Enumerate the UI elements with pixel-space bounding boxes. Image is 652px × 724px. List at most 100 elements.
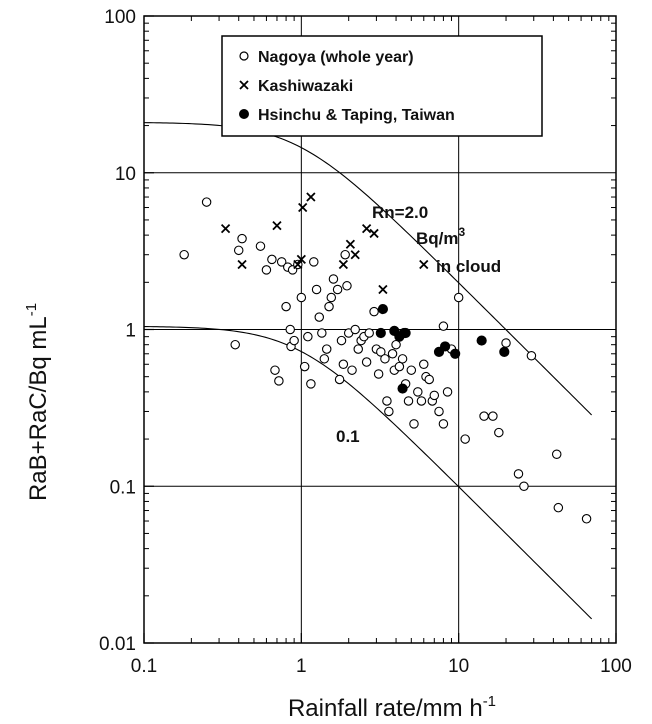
- point-kashiwazaki: [298, 202, 308, 213]
- point-nagoya: [179, 249, 189, 260]
- point-nagoya: [526, 351, 537, 361]
- point-nagoya: [201, 197, 212, 207]
- point-kashiwazaki: [361, 224, 372, 234]
- x-axis-title: Rainfall rate/mm h-1: [288, 693, 496, 722]
- point-nagoya: [406, 365, 417, 375]
- point-nagoya: [270, 365, 280, 375]
- point-nagoya: [342, 281, 352, 291]
- point-nagoya: [494, 427, 504, 438]
- point-nagoya: [369, 306, 379, 317]
- legend-marker-x: [239, 80, 249, 90]
- legend-box: [221, 35, 543, 137]
- point-nagoya: [409, 419, 419, 429]
- point-nagoya: [453, 292, 464, 303]
- point-nagoya: [413, 387, 423, 397]
- point-kashiwazaki: [338, 259, 349, 270]
- point-nagoya: [296, 292, 307, 303]
- y-tick-label: 1: [125, 321, 136, 342]
- point-nagoya: [267, 254, 277, 265]
- point-nagoya: [276, 257, 287, 267]
- x-tick-label: 1: [296, 656, 307, 677]
- point-kashiwazaki: [220, 224, 231, 234]
- legend-label-taiwan: Hsinchu & Taping, Taiwan: [258, 107, 455, 124]
- point-nagoya: [442, 387, 453, 397]
- legend: Nagoya (whole year) Kashiwazaki Hsinchu …: [221, 35, 543, 137]
- point-nagoya: [394, 361, 405, 372]
- point-nagoya: [361, 357, 372, 367]
- point-nagoya: [479, 411, 489, 421]
- y-axis-title: RaB+RaC/Bq mL-1: [23, 303, 52, 501]
- point-nagoya: [376, 347, 386, 357]
- point-nagoya: [314, 312, 325, 322]
- point-kashiwazaki: [369, 228, 379, 239]
- point-nagoya: [334, 374, 345, 385]
- point-nagoya: [429, 390, 440, 401]
- model-curves: [143, 122, 593, 620]
- data-points: [179, 192, 592, 524]
- point-nagoya: [237, 233, 247, 244]
- point-nagoya: [255, 241, 266, 251]
- point-nagoya: [309, 257, 319, 267]
- point-kashiwazaki: [306, 192, 316, 202]
- point-nagoya: [397, 354, 408, 364]
- annotation-units: Bq/m3: [416, 225, 466, 248]
- point-nagoya: [230, 339, 240, 350]
- annotation-lower-curve: 0.1: [336, 427, 360, 446]
- point-kashiwazaki: [293, 259, 303, 270]
- legend-label-nagoya: Nagoya (whole year): [258, 49, 414, 66]
- point-taiwan: [450, 348, 461, 359]
- point-kashiwazaki: [345, 239, 356, 249]
- x-tick-label: 0.1: [131, 656, 157, 677]
- point-nagoya: [321, 344, 332, 354]
- point-kashiwazaki: [272, 220, 282, 231]
- point-nagoya: [319, 354, 330, 364]
- legend-marker-open-circle: [239, 51, 249, 61]
- point-nagoya: [338, 359, 349, 370]
- point-nagoya: [373, 369, 384, 379]
- y-tick-label: 100: [104, 7, 136, 28]
- point-nagoya: [303, 331, 313, 342]
- annotation-rn-value: Rn=2.0: [372, 203, 428, 222]
- point-nagoya: [328, 274, 339, 284]
- point-nagoya: [336, 335, 347, 346]
- y-tick-label: 10: [115, 164, 136, 185]
- point-nagoya: [289, 335, 299, 346]
- point-nagoya: [419, 359, 429, 370]
- point-nagoya: [311, 284, 322, 295]
- point-nagoya: [488, 411, 498, 421]
- point-nagoya: [347, 365, 357, 375]
- point-nagoya: [416, 396, 427, 406]
- point-nagoya: [274, 376, 284, 386]
- point-nagoya: [460, 434, 470, 444]
- point-taiwan: [499, 346, 510, 357]
- point-nagoya: [281, 301, 291, 312]
- y-tick-label: 0.01: [99, 634, 136, 655]
- point-nagoya: [553, 502, 564, 513]
- y-tick-label: 0.1: [110, 477, 136, 498]
- point-nagoya: [424, 374, 434, 385]
- x-tick-label: 10: [448, 656, 469, 677]
- point-nagoya: [233, 245, 244, 256]
- point-nagoya: [353, 344, 363, 354]
- point-nagoya: [299, 361, 310, 372]
- point-nagoya: [261, 265, 272, 275]
- point-kashiwazaki: [296, 254, 306, 265]
- point-nagoya: [438, 419, 449, 429]
- point-nagoya: [501, 338, 511, 348]
- point-nagoya: [551, 449, 562, 460]
- point-kashiwazaki: [378, 284, 388, 295]
- point-nagoya: [380, 354, 390, 364]
- point-nagoya: [285, 324, 295, 335]
- point-kashiwazaki: [350, 250, 360, 260]
- legend-marker-filled-circle: [239, 109, 249, 119]
- point-nagoya: [306, 379, 316, 389]
- point-nagoya: [434, 406, 444, 417]
- point-nagoya: [317, 328, 327, 338]
- point-nagoya: [581, 514, 592, 524]
- point-nagoya: [403, 396, 414, 406]
- point-nagoya: [519, 481, 529, 491]
- annotation-in-cloud: in cloud: [436, 257, 501, 276]
- point-nagoya: [382, 396, 392, 406]
